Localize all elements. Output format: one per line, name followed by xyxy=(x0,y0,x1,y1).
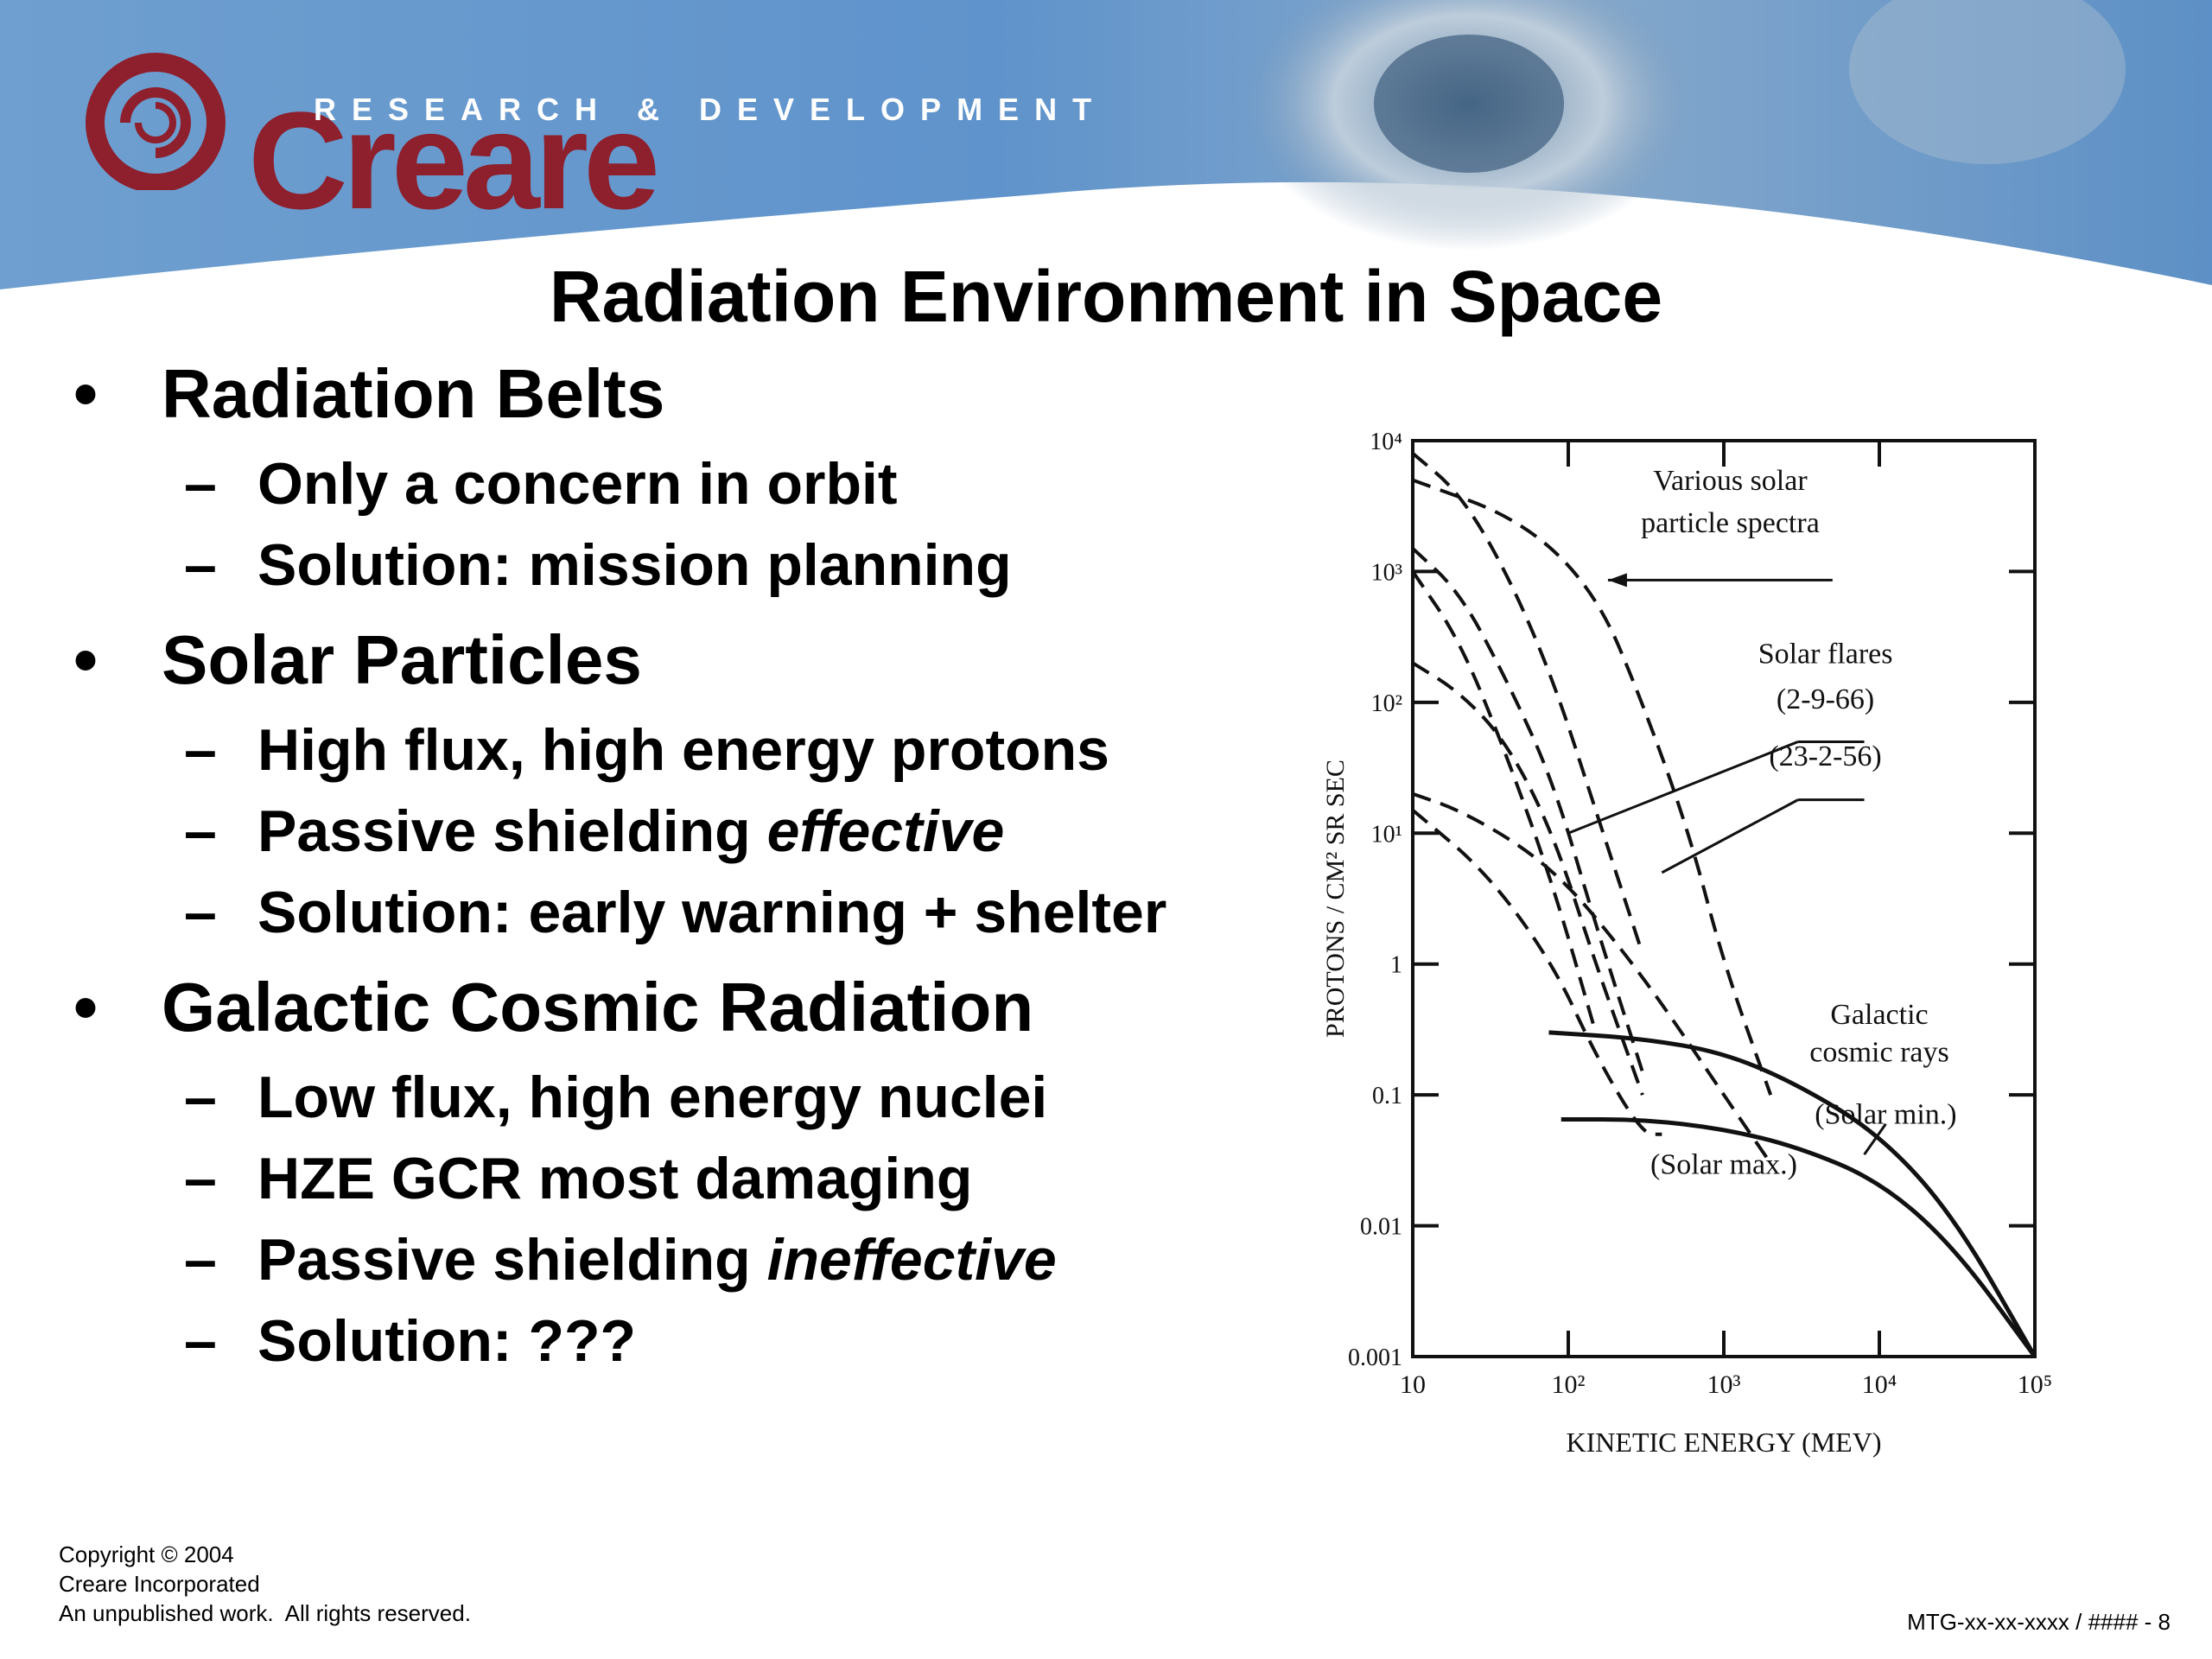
chart-annotation: Galactic xyxy=(1830,999,1928,1031)
dash-marker: – xyxy=(184,1227,217,1293)
copyright-line: Copyright © 2004 xyxy=(59,1541,234,1567)
creare-logo: Creare RESEARCH & DEVELOPMENT xyxy=(82,43,1091,230)
subitem-text: Only a concern in orbit xyxy=(257,451,898,517)
subitem: – Passive shielding ineffective xyxy=(73,1219,1300,1300)
chart-annotation: Various solar xyxy=(1653,465,1808,497)
bullet-text: Galactic Cosmic Radiation xyxy=(162,969,1034,1046)
bullet-text: Solar Particles xyxy=(162,621,642,698)
bullet-radiation-belts: • Radiation Belts xyxy=(73,350,1300,438)
y-tick-label: 0.1 xyxy=(1372,1083,1402,1109)
y-tick-label: 10³ xyxy=(1371,559,1402,586)
arrowhead-icon xyxy=(1607,573,1627,588)
brand-tagline: RESEARCH & DEVELOPMENT xyxy=(314,92,1108,127)
dash-marker: – xyxy=(184,880,217,945)
dash-marker: – xyxy=(184,1308,217,1374)
subitem: – HZE GCR most damaging xyxy=(73,1138,1300,1219)
subitem: – High flux, high energy protons xyxy=(73,709,1300,791)
x-tick-label: 10³ xyxy=(1707,1370,1741,1399)
subitem-text: Low flux, high energy nuclei xyxy=(257,1065,1048,1130)
subitem-text: HZE GCR most damaging xyxy=(257,1146,973,1211)
page-title: Radiation Environment in Space xyxy=(549,256,1663,337)
rights-line: An unpublished work. All rights reserved… xyxy=(59,1600,471,1626)
subitem: – Only a concern in orbit xyxy=(73,443,1300,524)
gcr-curve xyxy=(1560,1116,2037,1358)
chart-annotation: (2-9-66) xyxy=(1777,683,1874,715)
dash-marker: – xyxy=(184,1065,217,1130)
solar-spectrum-curve xyxy=(1412,478,1773,1096)
solar-spectrum-curve xyxy=(1411,547,1644,1073)
subitem-emphasis: ineffective xyxy=(766,1227,1057,1293)
bullet-galactic-cosmic-radiation: • Galactic Cosmic Radiation xyxy=(73,963,1300,1052)
y-axis-label: PROTONS / CM² SR SEC xyxy=(1321,760,1350,1038)
y-tick-label: 1 xyxy=(1390,952,1402,979)
dash-marker: – xyxy=(184,451,217,517)
gcr-curve xyxy=(1548,1030,2037,1358)
solar-spectrum-curve xyxy=(1411,570,1598,1033)
y-tick-label: 10⁴ xyxy=(1370,429,1402,455)
bullet-dot: • xyxy=(73,355,99,432)
subitem-text: Solution: ??? xyxy=(257,1308,637,1374)
x-tick-label: 10⁴ xyxy=(1862,1370,1897,1399)
dash-marker: – xyxy=(184,1146,217,1211)
subitem-text: Passive shielding xyxy=(257,798,767,864)
x-axis-label: KINETIC ENERGY (MEV) xyxy=(1567,1427,1882,1458)
radiation-flux-chart: 0.001 0.01 0.1 1 10¹ 10² 10³ 10⁴ 10 10² 10³ 10⁴ 10⁵ K… xyxy=(1321,429,2052,1458)
bullet-list: • Radiation Belts – Only a concern in orbi… xyxy=(73,350,1300,1382)
chart-annotation: (Solar max.) xyxy=(1650,1148,1797,1180)
y-tick-label: 10² xyxy=(1371,690,1402,717)
subitem: – Solution: mission planning xyxy=(73,524,1300,606)
y-tick-label: 10¹ xyxy=(1371,821,1402,848)
bullet-dot: • xyxy=(73,621,99,698)
x-tick-label: 10⁵ xyxy=(2018,1370,2052,1399)
subitem: – Solution: early warning + shelter xyxy=(73,872,1300,953)
swirl-icon xyxy=(86,53,226,190)
chart-annotation: (23-2-56) xyxy=(1769,741,1881,772)
subitem: – Passive shielding effective xyxy=(73,791,1300,872)
subitem-emphasis: effective xyxy=(766,798,1005,864)
slide-number: MTG-xx-xx-xxxx / #### - 8 xyxy=(1907,1609,2171,1635)
annotation-leader xyxy=(1661,798,1799,874)
bullet-text: Radiation Belts xyxy=(162,355,665,432)
dash-marker: – xyxy=(184,717,217,783)
x-tick-label: 10 xyxy=(1400,1370,1426,1399)
subitem-text: Solution: mission planning xyxy=(257,532,1012,598)
y-tick-label: 0.001 xyxy=(1348,1344,1402,1371)
annotation-leader xyxy=(1863,1122,1887,1156)
annotation-leader xyxy=(1567,741,1799,835)
bullet-solar-particles: • Solar Particles xyxy=(73,616,1300,704)
chart-annotation: particle spectra xyxy=(1641,507,1820,539)
solar-spectrum-curve xyxy=(1411,809,1662,1136)
solar-spectrum-curve xyxy=(1412,791,1772,1165)
chart-annotation: cosmic rays xyxy=(1809,1036,1948,1068)
subitem-text: High flux, high energy protons xyxy=(257,717,1109,783)
dash-marker: – xyxy=(184,798,217,864)
company-line: Creare Incorporated xyxy=(59,1571,260,1597)
solar-spectrum-curve xyxy=(1411,452,1644,955)
y-tick-label: 0.01 xyxy=(1360,1214,1402,1241)
bullet-dot: • xyxy=(73,969,99,1046)
x-tick-label: 10² xyxy=(1552,1370,1586,1399)
subitem: – Low flux, high energy nuclei xyxy=(73,1057,1300,1138)
solar-spectrum-curve xyxy=(1411,661,1644,1096)
subitem-text: Solution: early warning + shelter xyxy=(257,880,1167,945)
chart-annotation: Solar flares xyxy=(1758,638,1893,670)
header-banner xyxy=(0,0,2212,289)
subitem-text: Passive shielding xyxy=(257,1227,767,1293)
dash-marker: – xyxy=(184,532,217,598)
subitem: – Solution: ??? xyxy=(73,1300,1300,1382)
copyright-footer: Copyright © 2004 Creare Incorporated An … xyxy=(59,1540,471,1628)
brand-wordmark: Creare xyxy=(248,83,660,238)
